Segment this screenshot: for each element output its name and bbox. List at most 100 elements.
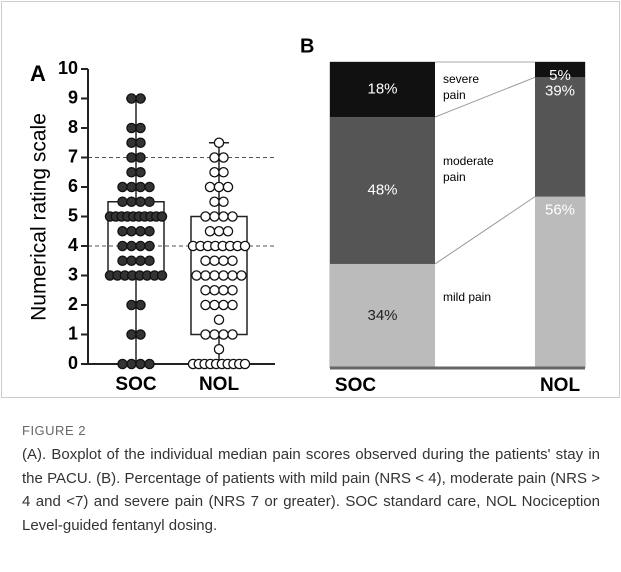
data-point — [117, 240, 128, 252]
data-point — [209, 255, 220, 266]
data-point — [126, 181, 137, 193]
y-tick-label: 4 — [68, 235, 78, 255]
data-point — [117, 225, 128, 237]
data-point — [204, 225, 216, 237]
y-tick-label: 3 — [68, 264, 78, 284]
data-point — [126, 240, 137, 252]
data-point — [209, 166, 220, 178]
y-tick-label: 6 — [68, 176, 78, 196]
data-point — [227, 329, 238, 340]
data-point — [200, 299, 211, 311]
panel-label: A — [30, 61, 46, 86]
y-axis-label: Numerical rating scale — [28, 113, 51, 321]
data-point — [126, 196, 137, 207]
data-point — [200, 329, 211, 340]
data-point — [126, 299, 137, 311]
data-point — [191, 270, 202, 281]
data-point — [135, 181, 146, 193]
data-point — [218, 152, 229, 163]
bar-segment — [535, 77, 585, 197]
data-point — [126, 329, 137, 340]
panel-label: B — [300, 35, 314, 57]
y-tick-label: 7 — [68, 146, 78, 166]
bar-segment — [330, 117, 435, 264]
data-point — [209, 270, 220, 281]
data-point — [144, 255, 155, 266]
data-point — [144, 181, 155, 193]
data-point — [117, 181, 128, 193]
data-point — [227, 299, 238, 311]
y-tick-label: 1 — [68, 323, 78, 343]
data-point — [135, 225, 146, 237]
data-point — [227, 284, 238, 296]
data-point — [156, 270, 168, 281]
data-point — [239, 358, 251, 370]
data-point — [218, 196, 229, 207]
data-point — [213, 137, 225, 148]
data-point — [218, 299, 229, 311]
y-tick-label: 8 — [68, 117, 78, 137]
x-tick-label: SOC — [335, 375, 376, 396]
data-point — [200, 270, 211, 281]
data-point — [126, 122, 137, 134]
x-tick-label: NOL — [540, 375, 581, 396]
data-point — [126, 358, 137, 370]
x-tick-label: NOL — [199, 374, 240, 395]
legend-label-line: severe — [443, 72, 482, 86]
caption-label: FIGURE 2 — [22, 423, 86, 438]
connector — [434, 196, 536, 265]
data-point — [209, 152, 220, 163]
data-point — [227, 255, 238, 266]
legend-label-line: pain — [443, 88, 466, 102]
data-point — [144, 358, 155, 370]
data-point — [135, 122, 146, 134]
data-point — [236, 270, 247, 281]
data-point — [144, 225, 155, 237]
data-point — [213, 181, 225, 193]
value-label: 5% — [549, 67, 571, 84]
data-point — [222, 225, 234, 237]
data-point — [117, 196, 128, 207]
data-point — [218, 255, 229, 266]
data-point — [239, 240, 251, 252]
y-tick-label: 5 — [68, 205, 78, 225]
data-point — [156, 211, 168, 222]
data-point — [213, 225, 225, 237]
data-point — [135, 93, 146, 104]
data-point — [209, 211, 220, 222]
legend-label: mild pain — [443, 290, 491, 304]
data-point — [135, 240, 146, 252]
data-point — [227, 270, 238, 281]
bar-segment — [330, 62, 435, 118]
legend-label-line: pain — [443, 170, 466, 184]
data-point — [135, 196, 146, 207]
data-point — [213, 314, 225, 325]
data-point — [126, 93, 137, 104]
data-point — [209, 196, 220, 207]
bar-segment — [535, 196, 585, 368]
y-tick-label: 0 — [68, 353, 78, 373]
data-point — [204, 181, 216, 193]
data-point — [218, 211, 229, 222]
caption-text: (A). Boxplot of the individual median pa… — [22, 446, 600, 534]
legend-label-line: moderate — [443, 154, 497, 168]
data-point — [200, 211, 211, 222]
data-point — [126, 255, 137, 266]
data-point — [135, 152, 146, 163]
data-point — [126, 137, 137, 148]
y-tick-label: 2 — [68, 294, 78, 314]
data-point — [135, 137, 146, 148]
connector — [434, 76, 536, 118]
data-point — [117, 255, 128, 266]
data-point — [135, 358, 146, 370]
data-point — [117, 358, 128, 370]
data-point — [218, 329, 229, 340]
figure: A Numerical rating scale B 0 1 2 3 4 5 6 7 8 9 10 S… — [1, 1, 620, 398]
data-point — [209, 299, 220, 311]
value-label: 34% — [367, 307, 397, 324]
data-point — [144, 240, 155, 252]
value-label: 48% — [367, 181, 397, 198]
data-point — [218, 284, 229, 296]
y-tick-label: 10 — [58, 58, 78, 78]
data-point — [209, 329, 220, 340]
